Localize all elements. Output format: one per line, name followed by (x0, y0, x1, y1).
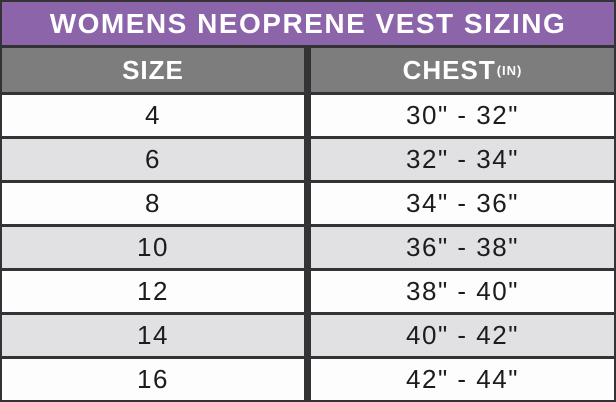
column-divider (304, 183, 311, 224)
table-row: 4 30" - 32" (2, 95, 614, 139)
column-divider (304, 271, 311, 312)
size-cell: 14 (137, 320, 169, 350)
chest-cell: 30" - 32" (406, 100, 519, 130)
table-row: 6 32" - 34" (2, 139, 614, 183)
table-row: 8 34" - 36" (2, 183, 614, 227)
size-cell: 4 (145, 100, 161, 130)
column-divider (304, 227, 311, 268)
size-cell: 12 (137, 276, 169, 306)
column-header-size: SIZE (2, 48, 304, 92)
chest-cell: 34" - 36" (406, 188, 519, 218)
column-header-chest-label: CHEST (402, 54, 496, 85)
column-divider (304, 48, 311, 92)
chest-cell: 40" - 42" (406, 320, 519, 350)
column-divider (304, 315, 311, 356)
chart-title-bar: WOMENS NEOPRENE VEST SIZING (2, 2, 614, 48)
column-header-chest: CHEST (IN) (311, 48, 614, 92)
table-row: 10 36" - 38" (2, 227, 614, 271)
column-header-chest-unit: (IN) (496, 62, 523, 78)
chest-cell: 38" - 40" (406, 276, 519, 306)
column-divider (304, 139, 311, 180)
chart-title: WOMENS NEOPRENE VEST SIZING (49, 7, 567, 39)
table-row: 16 42" - 44" (2, 359, 614, 400)
size-cell: 16 (137, 364, 169, 394)
table-header-row: SIZE CHEST (IN) (2, 48, 614, 95)
column-header-size-label: SIZE (122, 54, 184, 85)
table-row: 14 40" - 42" (2, 315, 614, 359)
column-divider (304, 359, 311, 400)
chest-cell: 32" - 34" (406, 144, 519, 174)
chest-cell: 42" - 44" (406, 364, 519, 394)
size-cell: 6 (145, 144, 161, 174)
table-row: 12 38" - 40" (2, 271, 614, 315)
size-cell: 10 (137, 232, 169, 262)
chest-cell: 36" - 38" (406, 232, 519, 262)
column-divider (304, 95, 311, 136)
size-cell: 8 (145, 188, 161, 218)
